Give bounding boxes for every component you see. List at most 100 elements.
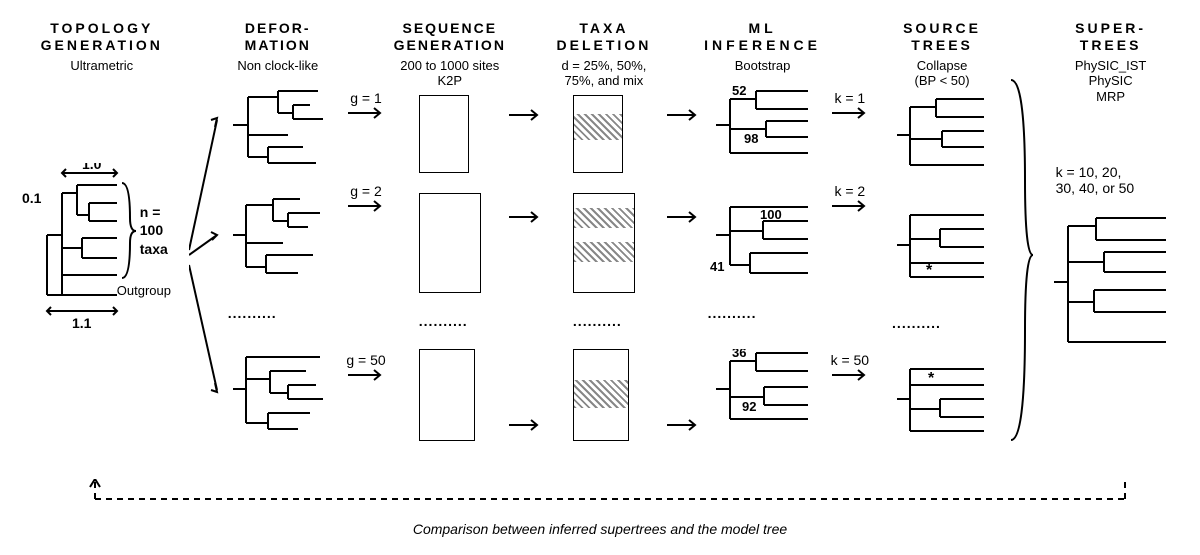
bp-52: 52 [732,85,746,98]
taxa-rows: .......... [573,95,635,441]
arrow-g1 [346,106,386,120]
header-sequence: SEQUENCEGENERATION [394,20,506,54]
col-super: SUPER-TREES PhySIC_ISTPhySICMRP k = 10, … [1036,20,1185,362]
sub-sequence: 200 to 1000 sitesK2P [400,58,499,89]
source-tree-2: * [892,205,992,287]
arrow-tm-3 [665,418,701,432]
col-sequence: SEQUENCEGENERATION 200 to 1000 sitesK2P … [395,20,505,441]
seq-box-50 [419,349,475,441]
k50-label: k = 50 [830,352,870,368]
header-source: SOURCETREES [903,20,981,54]
super-tree-svg [1046,212,1176,362]
n-100: 100 [140,222,163,238]
arrow-k50 [830,368,870,382]
ellipsis-deform: .......... [228,305,328,321]
arrow-g50 [346,368,386,382]
model-tree-block: 1.0 [22,163,182,363]
arrow-col-1 [505,20,545,432]
k2-label: k = 2 [830,183,870,199]
g2-block: g = 2 [346,183,386,218]
arrow-g2 [346,199,386,213]
source-rows: * .......... * [892,95,992,441]
footer-caption: Comparison between inferred supertrees a… [0,521,1200,537]
header-taxa: TAXADELETION [557,20,652,54]
k-text: k = 10, 20,30, 40, or 50 [1056,164,1166,196]
seq-box-1 [419,95,469,173]
seq-box-2 [419,193,481,293]
header-super: SUPER-TREES [1075,20,1146,54]
k2-block: k = 2 [830,183,870,218]
fanout-svg [189,20,219,440]
hatch-2b [574,242,634,262]
hatch-1 [574,114,622,140]
ml-tree-50: 36 92 [708,349,818,431]
arrow-tm-2 [665,210,701,224]
k1-block: k = 1 [830,90,870,125]
taxa-box-2 [573,193,635,293]
k1-label: k = 1 [830,90,870,106]
deformed-tree-50 [228,349,328,431]
sub-ml: Bootstrap [735,58,791,74]
ellipsis-source: .......... [892,315,992,331]
hatch-2a [574,208,634,228]
arrow-st-3 [507,418,543,432]
g-rows: g = 1 g = 2 g = 50 [346,90,386,387]
sub-topology: Ultrametric [70,58,133,74]
ellipsis-taxa: .......... [573,313,635,329]
arrow-st-1 [507,108,543,122]
k50-block: k = 50 [830,352,870,387]
ml-tree-1: 52 98 [708,85,818,167]
arrow-st-2 [507,210,543,224]
n-taxa: taxa [140,241,168,257]
deformed-tree-1 [228,85,328,167]
col-topology: TOPOLOGYGENERATION Ultrametric 1.0 [15,20,189,363]
root-label: 0.1 [22,190,42,206]
pipeline-columns: TOPOLOGYGENERATION Ultrametric 1.0 [15,20,1185,460]
ellipsis-ml: .......... [708,305,818,321]
source-tree-1 [892,95,992,177]
g50-block: g = 50 [346,352,386,387]
sub-super: PhySIC_ISTPhySICMRP [1075,58,1147,105]
sub-source: Collapse(BP < 50) [915,58,970,89]
g2-label: g = 2 [346,183,386,199]
col-deformation: DEFOR-MATION Non clock-like ... [218,20,337,431]
deformed-tree-2 [228,195,328,277]
col-taxa: TAXADELETION d = 25%, 50%,75%, and mix .… [544,20,663,441]
big-brace-svg [1007,60,1037,480]
feedback-arrow-svg [15,479,1185,519]
header-ml: MLINFERENCE [704,20,821,54]
ml-tree-2: 100 41 [708,195,818,277]
header-topology: TOPOLOGYGENERATION [41,20,163,54]
g-arrow-col: g = 1 g = 2 g = 50 [337,20,395,387]
star-50: * [928,370,935,387]
taxa-count: n = 100 taxa [140,203,168,258]
arrow-col-2 [663,20,703,432]
seq-rows: .......... [419,95,481,441]
star-2: * [926,262,933,279]
fanout [189,20,219,440]
arrow-k2 [830,199,870,213]
sub-taxa: d = 25%, 50%,75%, and mix [561,58,646,89]
bp-92: 92 [742,399,756,414]
hatch-50 [574,380,628,408]
source-tree-50: * [892,359,992,441]
a2-rows [665,108,701,432]
outgroup-label: Outgroup [117,283,171,298]
bp-98: 98 [744,131,758,146]
arrow-k1 [830,106,870,120]
arrow-tm-1 [665,108,701,122]
sub-deformation: Non clock-like [237,58,318,74]
g50-label: g = 50 [346,352,386,368]
taxa-box-50 [573,349,629,441]
bp-36: 36 [732,349,746,360]
g1-block: g = 1 [346,90,386,125]
width-label: 1.0 [82,163,102,172]
taxa-box-1 [573,95,623,173]
k-rows: k = 1 k = 2 k = 50 [830,90,870,387]
col-ml: MLINFERENCE Bootstrap 52 98 100 [703,20,822,431]
g1-label: g = 1 [346,90,386,106]
total-label: 1.1 [72,315,92,331]
ml-rows: 52 98 100 41 .......... 36 [708,85,818,431]
k-arrow-col: k = 1 k = 2 k = 50 [822,20,878,387]
deformation-rows: .......... [228,85,328,431]
